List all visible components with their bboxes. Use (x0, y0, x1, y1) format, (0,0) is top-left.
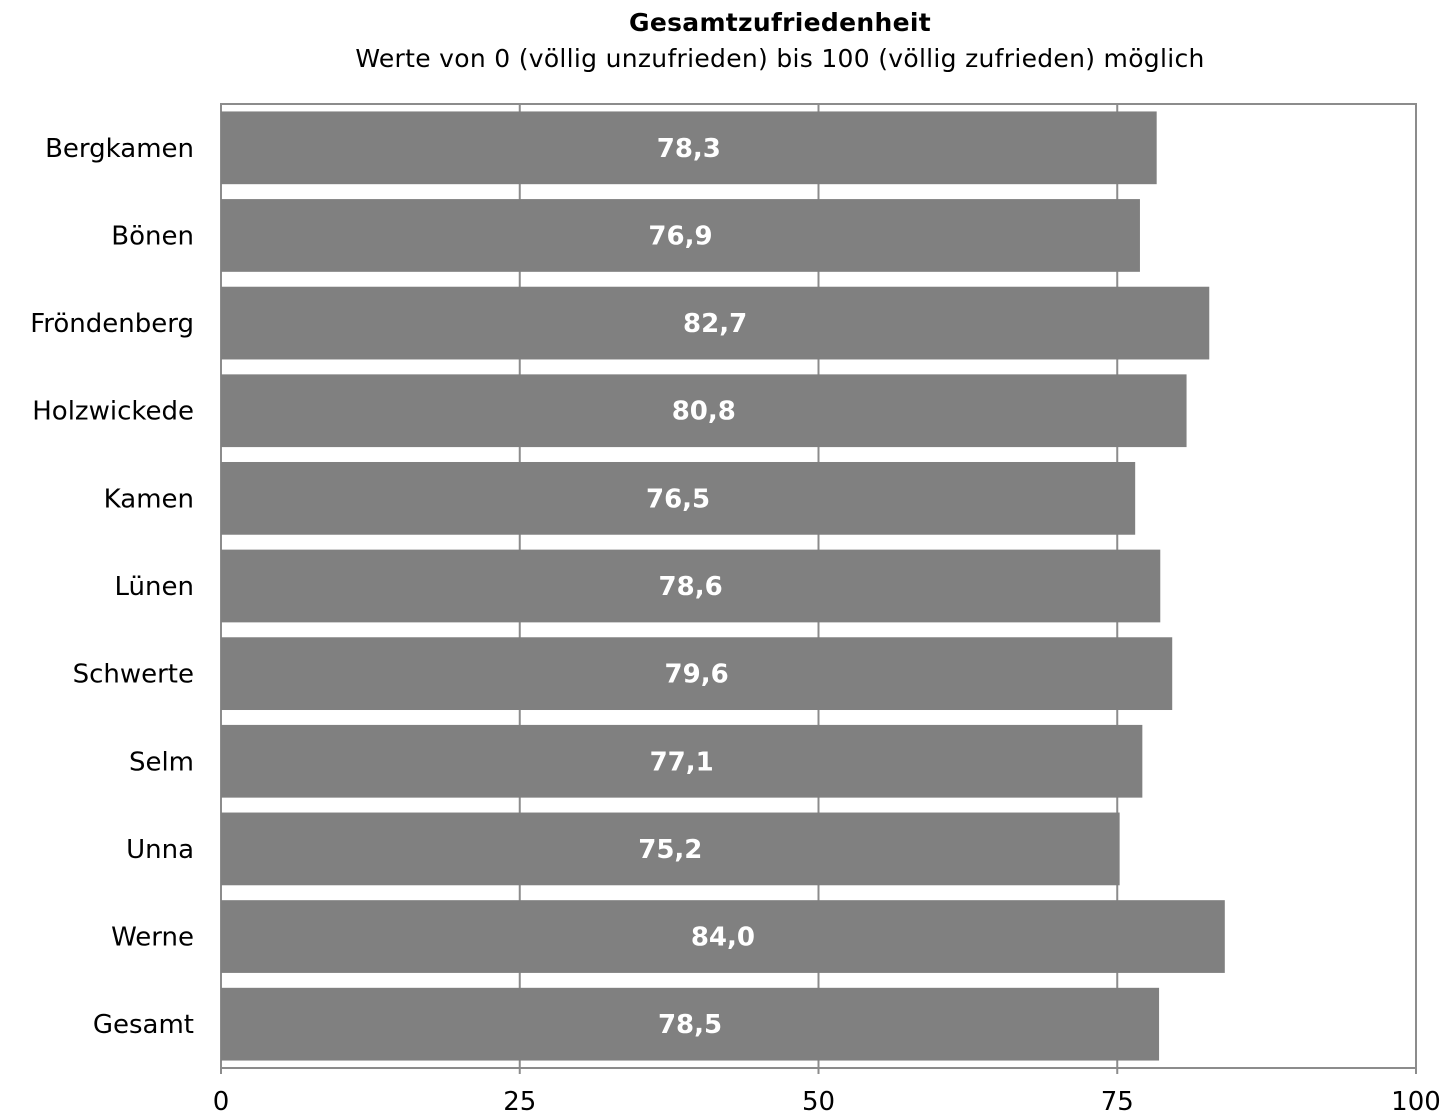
bar (221, 199, 1140, 272)
bar (221, 900, 1225, 973)
category-label: Kamen (104, 484, 194, 514)
value-labels: 78,3 76,9 82,7 80,8 76,5 78,6 79,6 77,1 75,2 84,0… (638, 134, 755, 1040)
category-label: Werne (111, 923, 194, 953)
bar (221, 987, 1160, 1061)
bar-value-label: 82,7 (683, 309, 747, 339)
category-label: Lünen (115, 572, 194, 602)
category-label: Selm (129, 747, 194, 777)
bar-value-label: 76,9 (648, 221, 712, 251)
bar-value-label: 78,6 (659, 572, 723, 602)
category-label: Bergkamen (45, 134, 194, 164)
chart-title: Gesamtzufriedenheit (629, 8, 931, 37)
x-axis-ticks: 0 25 50 75 100 (213, 1068, 1441, 1117)
category-label: Schwerte (73, 660, 194, 690)
bar-value-label: 76,5 (646, 484, 710, 514)
bar (221, 549, 1161, 623)
bar (221, 286, 1210, 360)
x-tick-label: 0 (213, 1087, 230, 1117)
x-tick-label: 25 (503, 1087, 536, 1117)
bar-value-label: 77,1 (650, 747, 714, 777)
x-tick-label: 75 (1101, 1087, 1134, 1117)
bar-value-label: 78,3 (657, 134, 721, 164)
x-tick-label: 100 (1391, 1087, 1441, 1117)
category-label: Fröndenberg (30, 309, 194, 339)
bar (221, 724, 1143, 798)
x-tick-label: 50 (802, 1087, 835, 1117)
bar (221, 461, 1136, 535)
bar (221, 111, 1157, 185)
bar-value-label: 84,0 (691, 923, 755, 953)
bar (221, 374, 1187, 448)
chart-subtitle: Werte von 0 (völlig unzufrieden) bis 100… (355, 44, 1205, 73)
bar-value-label: 79,6 (665, 660, 729, 690)
category-label: Bönen (111, 221, 194, 251)
category-label: Gesamt (93, 1010, 194, 1040)
category-label: Unna (126, 835, 194, 865)
bar-value-label: 78,5 (658, 1010, 722, 1040)
bars (221, 111, 1225, 1061)
bar (221, 812, 1120, 886)
category-labels: Bergkamen Bönen Fröndenberg Holzwickede Kame… (30, 134, 194, 1040)
bar (221, 637, 1173, 711)
bar-value-label: 80,8 (672, 397, 736, 427)
category-label: Holzwickede (32, 397, 194, 427)
bar-value-label: 75,2 (638, 835, 702, 865)
